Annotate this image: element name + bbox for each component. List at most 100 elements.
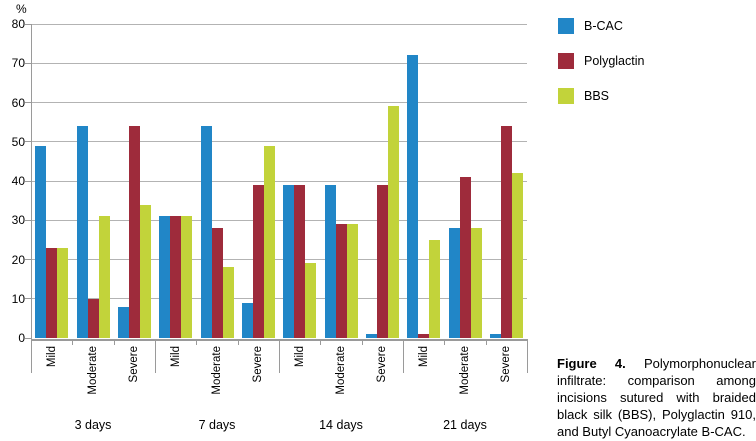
gridline [31, 259, 527, 260]
gridline [31, 141, 527, 143]
bar-b-cac [76, 126, 88, 338]
bar-polyglactin [128, 126, 140, 338]
bar-b-cac [324, 184, 336, 338]
bar-bbs [305, 263, 317, 338]
bar-bbs [181, 216, 193, 338]
y-axis-tick-label: 0 [18, 331, 25, 345]
gridline [31, 62, 527, 64]
bar-bbs [429, 239, 441, 338]
x-axis-tick [485, 340, 487, 345]
y-axis-tick [25, 23, 31, 25]
bar-b-cac [200, 126, 212, 338]
x-category-label: Severe [376, 346, 389, 383]
x-group-label: 3 days [74, 418, 112, 432]
caption-line: black silk (BBS), Polyglactin 910, [557, 407, 756, 422]
y-axis-tick-label: 10 [11, 291, 25, 306]
gridline [31, 180, 527, 182]
bar-polyglactin [211, 228, 223, 338]
x-category-label: Moderate [211, 346, 223, 395]
x-group-label: 14 days [319, 418, 363, 432]
caption-figure-number: Figure 4. [557, 356, 626, 371]
legend-label-bcac: B-CAC [584, 19, 623, 33]
x-category-label: Moderate [87, 346, 99, 395]
caption-line: and Butyl Cyanoacrylate B-CAC. [557, 424, 746, 439]
x-category-label: Moderate [459, 346, 471, 395]
x-axis-tick [320, 340, 322, 345]
x-category-label: Mild [169, 346, 182, 368]
x-category-label: Moderate [335, 346, 347, 395]
bar-b-cac [35, 145, 47, 338]
x-axis-tick [31, 340, 32, 345]
bar-bbs [511, 173, 523, 338]
y-axis-tick [25, 219, 31, 221]
legend-swatch-bbs-icon [558, 88, 574, 104]
bar-b-cac [283, 184, 295, 338]
bar-b-cac [489, 334, 501, 338]
y-axis-tick-label: 20 [11, 252, 25, 267]
x-category-label: Mild [45, 346, 58, 368]
x-category-label: Severe [252, 346, 265, 383]
gridline [31, 298, 527, 300]
legend-item-bbs: BBS [558, 88, 644, 104]
legend-label-polyglactin: Polyglactin [584, 54, 645, 68]
legend-item-bcac: B-CAC [558, 18, 644, 34]
y-axis-tick [25, 180, 31, 182]
y-axis-tick-label: 50 [11, 134, 25, 149]
bar-polyglactin [500, 126, 512, 338]
bar-bbs [139, 204, 151, 338]
legend-label-bbs: BBS [584, 89, 610, 103]
y-axis-tick [25, 259, 31, 260]
x-category-label: Mild [293, 346, 306, 368]
bar-b-cac [117, 306, 129, 338]
group-separator-line [279, 340, 280, 373]
bar-b-cac [365, 334, 377, 338]
y-axis-tick [25, 102, 31, 103]
legend-item-polyglactin: Polyglactin [558, 53, 644, 69]
bar-polyglactin [46, 247, 58, 338]
y-axis-tick-label: 80 [11, 17, 25, 31]
caption-line: Figure 4. Polymorphonuclear [557, 355, 756, 372]
x-axis-tick [444, 340, 446, 345]
y-axis-tick-label: 30 [11, 213, 25, 228]
x-axis-tick [361, 340, 363, 345]
y-axis-tick [25, 337, 31, 339]
legend-swatch-bcac-icon [558, 18, 574, 34]
figure-caption: Figure 4. Polymorphonuclear infiltrate: … [557, 355, 756, 440]
bar-bbs [222, 267, 234, 338]
gridline [31, 219, 527, 221]
bar-b-cac [407, 55, 419, 338]
bar-polyglactin [87, 298, 99, 338]
group-separator-line [527, 340, 528, 373]
gridline [31, 23, 527, 25]
x-axis-tick [72, 340, 74, 345]
x-category-label: Severe [128, 346, 141, 383]
x-axis-tick [196, 340, 198, 345]
x-group-label: 7 days [198, 418, 236, 432]
bar-polyglactin [170, 216, 182, 338]
group-separator-line [403, 340, 404, 373]
bar-bbs [470, 228, 482, 338]
y-axis-tick [25, 298, 31, 300]
x-group-label: 21 days [443, 418, 487, 432]
bar-b-cac [159, 216, 171, 338]
group-separator-line [155, 340, 156, 373]
y-axis-tick-label: 70 [11, 56, 25, 71]
chart-legend: B-CAC Polyglactin BBS [558, 18, 644, 123]
x-axis-line [31, 338, 528, 341]
gridline [31, 102, 527, 103]
legend-swatch-polyglactin-icon [558, 53, 574, 69]
bar-bbs [387, 106, 399, 338]
bar-bbs [263, 145, 275, 338]
bar-polyglactin [252, 184, 264, 338]
y-axis-line [31, 24, 32, 373]
bar-bbs [346, 224, 358, 338]
caption-line: infiltrate: comparison among [557, 373, 756, 388]
bar-bbs [98, 216, 110, 338]
y-axis-unit-label: % [16, 2, 27, 16]
bar-polyglactin [376, 184, 388, 338]
bar-polyglactin [459, 177, 471, 338]
bar-b-cac [448, 228, 460, 338]
bar-bbs [57, 247, 69, 338]
x-category-label: Severe [500, 346, 513, 383]
